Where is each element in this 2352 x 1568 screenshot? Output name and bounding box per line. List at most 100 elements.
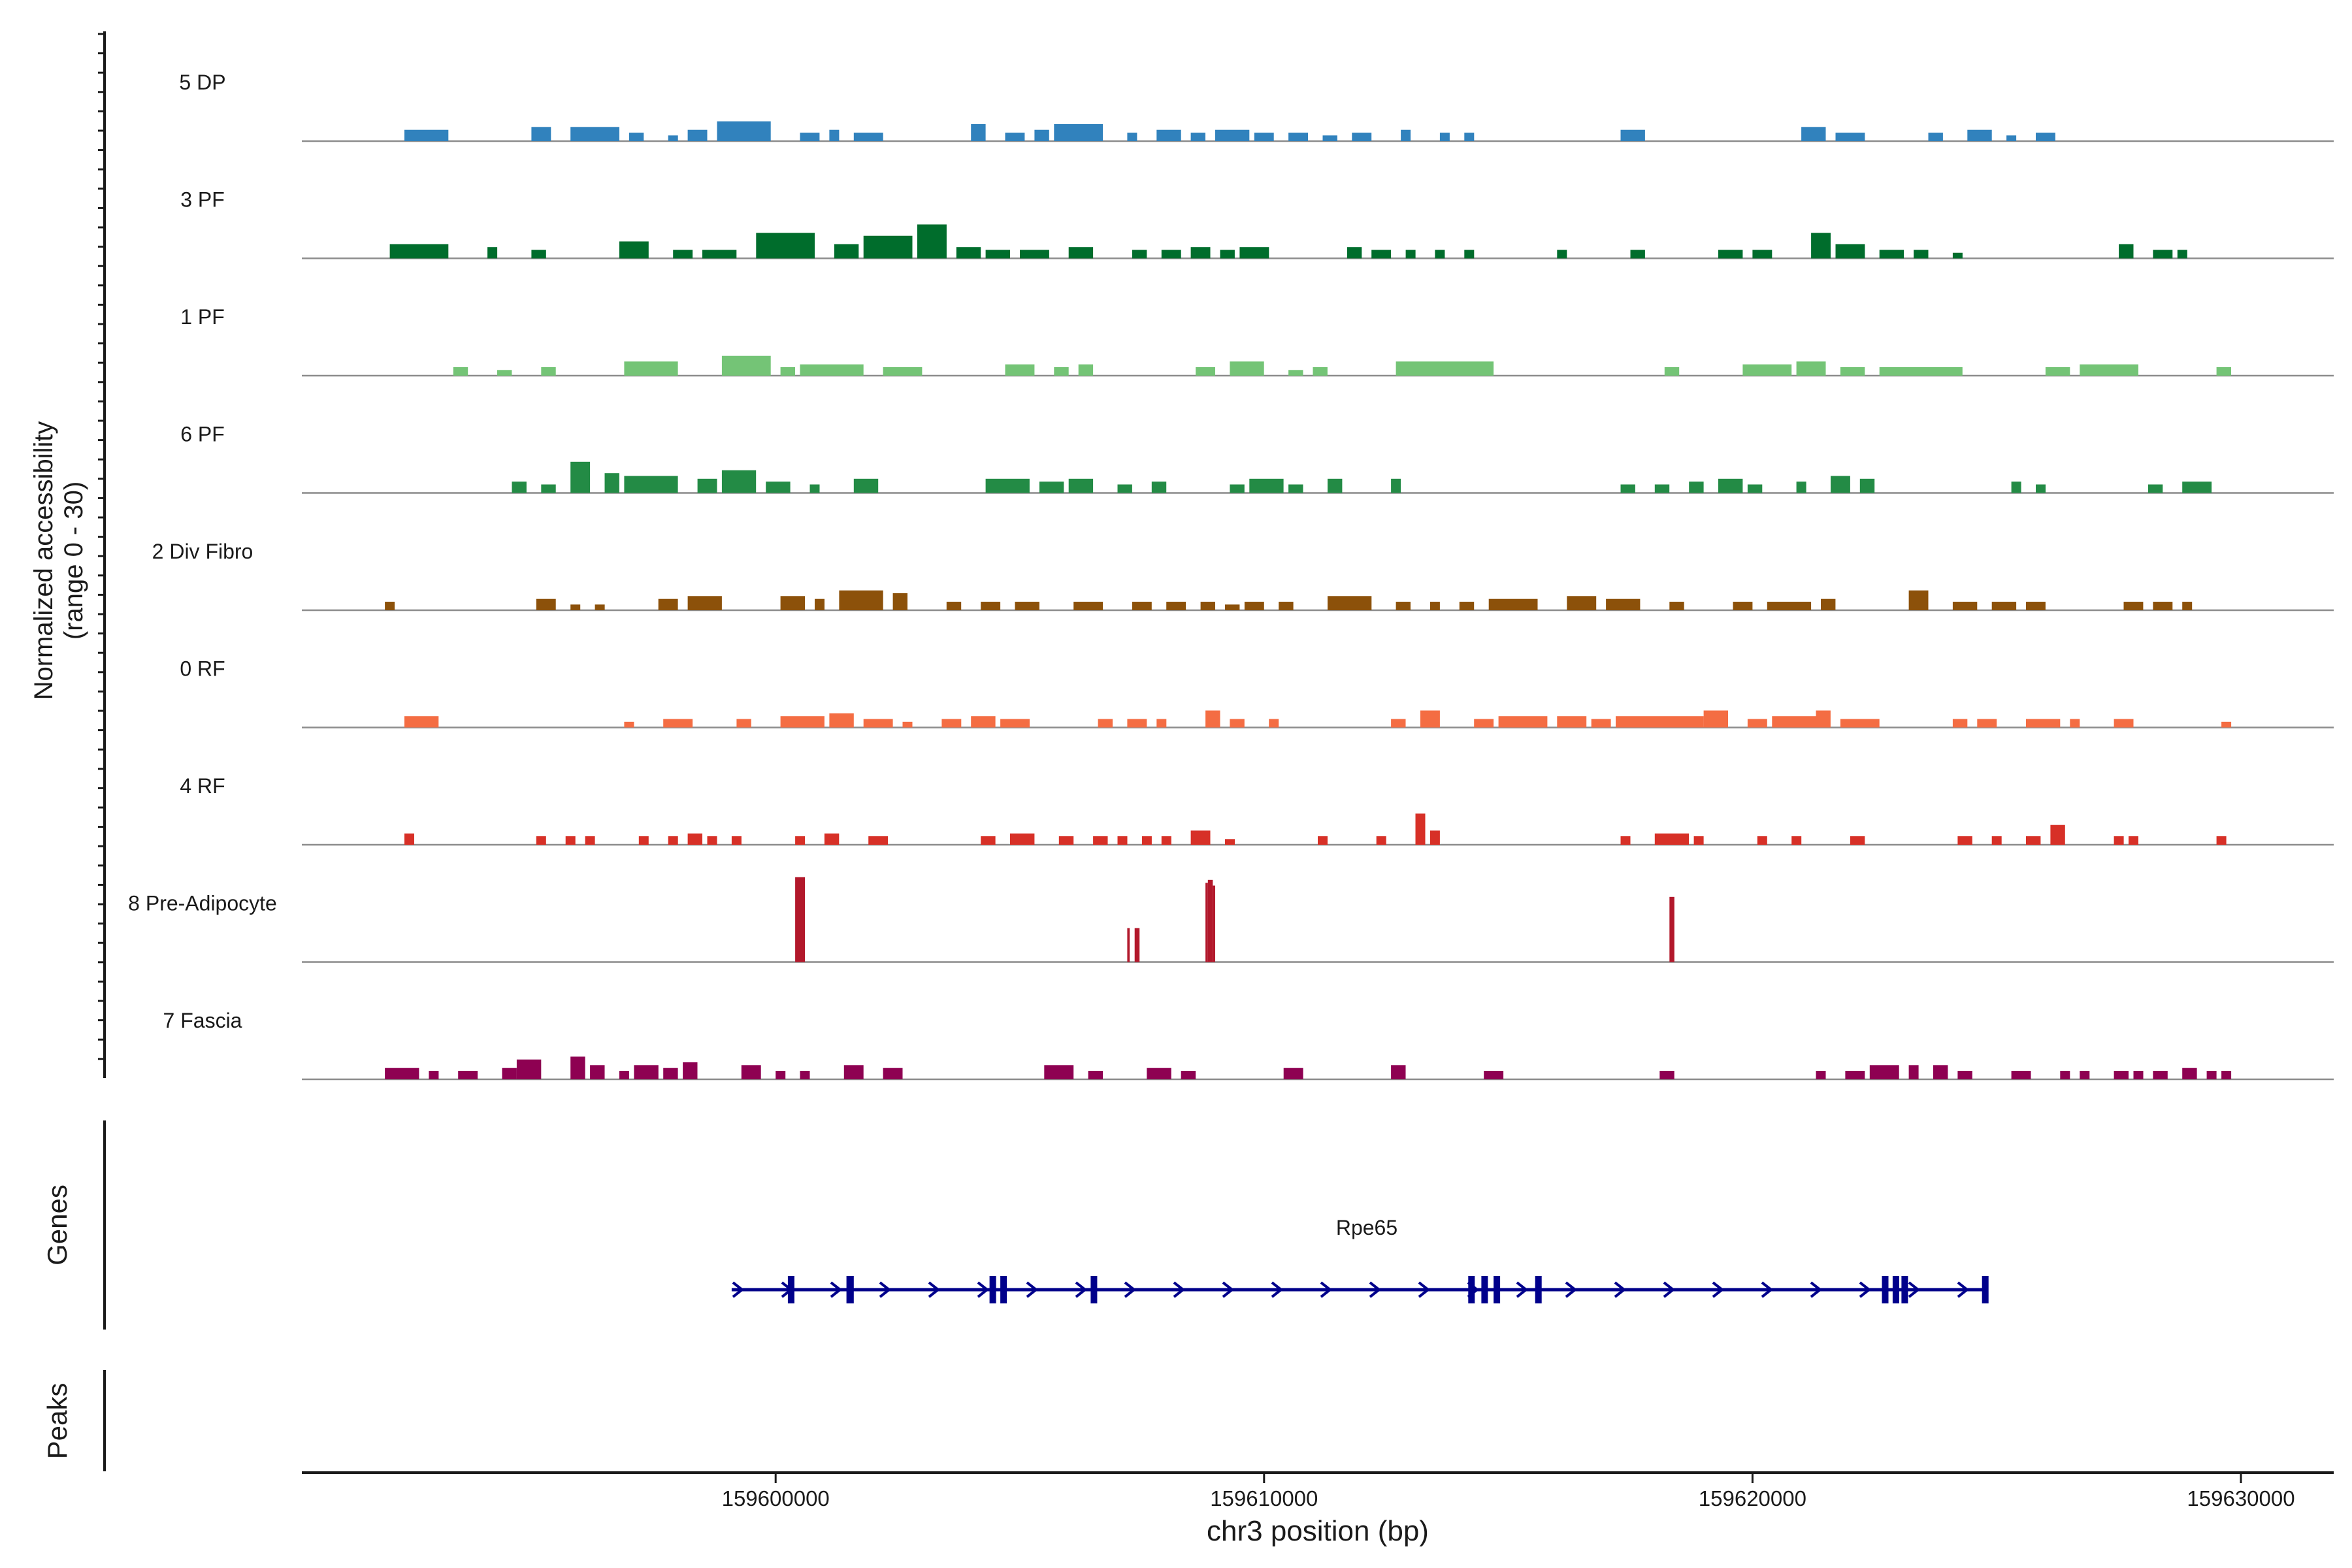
coverage-bar bbox=[1328, 596, 1372, 610]
coverage-bar bbox=[2153, 250, 2173, 259]
coverage-bar bbox=[809, 484, 820, 493]
coverage-bar bbox=[1474, 719, 1494, 728]
coverage-bar bbox=[800, 1071, 810, 1079]
coverage-bar bbox=[697, 478, 717, 493]
genes-panel-label: Genes bbox=[42, 1184, 73, 1266]
coverage-bar bbox=[673, 250, 693, 259]
coverage-bar bbox=[1991, 836, 2002, 845]
coverage-bar bbox=[2050, 825, 2065, 845]
coverage-bar bbox=[2153, 1071, 2168, 1079]
coverage-bar bbox=[453, 367, 468, 376]
coverage-bar bbox=[1689, 482, 1704, 493]
strand-arrow bbox=[1320, 1281, 1333, 1298]
coverage-bar bbox=[971, 124, 986, 141]
coverage-bar bbox=[1132, 602, 1152, 610]
strand-arrow bbox=[1859, 1281, 1872, 1298]
coverage-bar bbox=[1620, 484, 1635, 493]
coverage-bar bbox=[2011, 482, 2021, 493]
coverage-bar bbox=[1318, 836, 1328, 845]
coverage-bar bbox=[1205, 883, 1208, 962]
coverage-bar bbox=[1591, 719, 1611, 728]
coverage-bar bbox=[1190, 830, 1211, 845]
strand-arrow bbox=[1418, 1281, 1431, 1298]
coverage-bar bbox=[1034, 129, 1049, 141]
track-label: 5 DP bbox=[179, 71, 225, 94]
gene-exon bbox=[1494, 1276, 1501, 1303]
coverage-bar bbox=[1088, 1071, 1103, 1079]
coverage-bar bbox=[1215, 129, 1250, 141]
coverage-bar bbox=[1098, 719, 1113, 728]
strand-arrow bbox=[1565, 1281, 1578, 1298]
coverage-bar bbox=[1796, 482, 1806, 493]
coverage-bar bbox=[1835, 133, 1865, 141]
coverage-bar bbox=[1244, 602, 1264, 610]
x-tick-label: 159610000 bbox=[1210, 1486, 1318, 1511]
coverage-bar bbox=[2221, 721, 2232, 728]
coverage-bar bbox=[1952, 602, 1978, 610]
coverage-bar bbox=[902, 721, 913, 728]
coverage-bar bbox=[1147, 1068, 1171, 1079]
coverage-bar bbox=[1093, 836, 1108, 845]
coverage-bar bbox=[917, 224, 947, 259]
strand-arrow bbox=[732, 1281, 745, 1298]
coverage-bar bbox=[795, 836, 806, 845]
coverage-bar bbox=[883, 367, 923, 376]
coverage-bar bbox=[1288, 133, 1308, 141]
coverage-bar bbox=[1039, 482, 1064, 493]
coverage-bar bbox=[2206, 1071, 2217, 1079]
coverage-bar bbox=[1207, 879, 1213, 962]
coverage-bar bbox=[687, 129, 708, 141]
y-axis-range-label: (range 0 - 30) bbox=[59, 482, 88, 640]
gene-exon bbox=[1882, 1276, 1889, 1303]
coverage-bar bbox=[717, 121, 771, 141]
coverage-bar bbox=[1703, 710, 1728, 728]
coverage-bar bbox=[565, 836, 576, 845]
coverage-bar bbox=[512, 482, 527, 493]
coverage-bar bbox=[687, 833, 702, 845]
coverage-bar bbox=[1669, 896, 1674, 962]
coverage-bar bbox=[1141, 836, 1152, 845]
strand-arrow bbox=[1712, 1281, 1725, 1298]
coverage-bar bbox=[971, 716, 996, 728]
coverage-bar bbox=[1752, 250, 1772, 259]
coverage-bar bbox=[1557, 250, 1567, 259]
coverage-bar bbox=[776, 1071, 786, 1079]
coverage-bar bbox=[1283, 1068, 1303, 1079]
coverage-bar bbox=[1557, 716, 1587, 728]
coverage-bar bbox=[853, 478, 879, 493]
coverage-bar bbox=[1132, 250, 1147, 259]
gene-exon bbox=[787, 1276, 794, 1303]
coverage-bar bbox=[1840, 367, 1865, 376]
track-label: 4 RF bbox=[180, 774, 225, 798]
coverage-bar bbox=[1391, 1065, 1406, 1079]
x-axis-ticks: 159600000 159610000 159620000 159630000 bbox=[722, 1473, 2295, 1511]
coverage-bar bbox=[1991, 602, 2017, 610]
coverage-bar bbox=[1230, 719, 1245, 728]
coverage-bar bbox=[458, 1071, 478, 1079]
coverage-bar bbox=[1908, 590, 1929, 610]
coverage-bar bbox=[1127, 719, 1147, 728]
coverage-bar bbox=[1567, 596, 1597, 610]
gene-exon bbox=[1892, 1276, 1899, 1303]
track-9: 7 Fascia bbox=[163, 1009, 2334, 1081]
coverage-bar bbox=[1313, 367, 1328, 376]
coverage-bar bbox=[1742, 364, 1792, 376]
track-8: 8 Pre-Adipocyte bbox=[128, 877, 2334, 963]
coverage-bar bbox=[2129, 836, 2138, 845]
strand-arrow bbox=[1614, 1281, 1627, 1298]
coverage-bar bbox=[800, 364, 864, 376]
coverage-bar bbox=[1068, 247, 1094, 259]
coverage-bar bbox=[1693, 836, 1704, 845]
coverage-bar bbox=[668, 135, 678, 141]
strand-arrow bbox=[830, 1281, 843, 1298]
coverage-bar bbox=[687, 596, 722, 610]
coverage-bar bbox=[1879, 250, 1904, 259]
coverage-bar bbox=[1371, 250, 1392, 259]
coverage-bar bbox=[1669, 602, 1684, 610]
strand-arrow bbox=[1369, 1281, 1382, 1298]
coverage-bar bbox=[1376, 836, 1386, 845]
coverage-bar bbox=[1733, 602, 1753, 610]
coverage-bar bbox=[863, 235, 913, 259]
coverage-bar bbox=[1220, 250, 1235, 259]
